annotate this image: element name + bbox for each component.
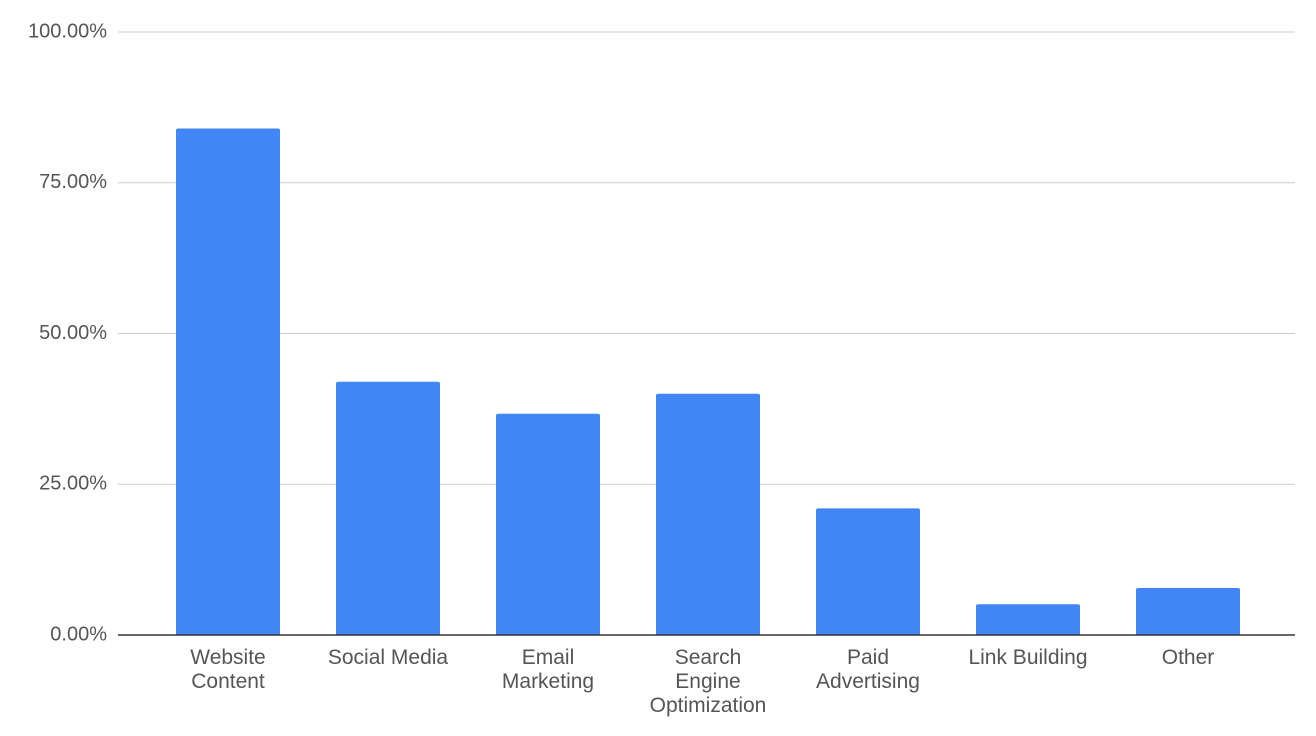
x-tick-label: Link Building: [968, 646, 1088, 669]
bar: [816, 508, 920, 635]
bar: [496, 413, 600, 635]
y-tick-label: 50.00%: [39, 322, 107, 344]
bar: [336, 381, 440, 635]
y-tick-label: 25.00%: [39, 473, 107, 495]
x-tick-label: Search Engine Optimization: [649, 646, 767, 717]
bar: [176, 128, 280, 636]
x-tick-label: Paid Advertising: [816, 646, 920, 693]
x-tick-label: Social Media: [327, 646, 449, 669]
x-tick-label: Email Marketing: [501, 646, 595, 693]
x-tick-label: Website Content: [190, 646, 266, 693]
x-tick-label: Other: [1161, 646, 1215, 669]
bar: [1136, 587, 1240, 635]
bar: [976, 604, 1080, 635]
y-tick-label: 100.00%: [28, 20, 107, 42]
bar: [656, 393, 760, 635]
y-tick-label: 0.00%: [50, 623, 107, 645]
y-tick-label: 75.00%: [39, 171, 107, 193]
